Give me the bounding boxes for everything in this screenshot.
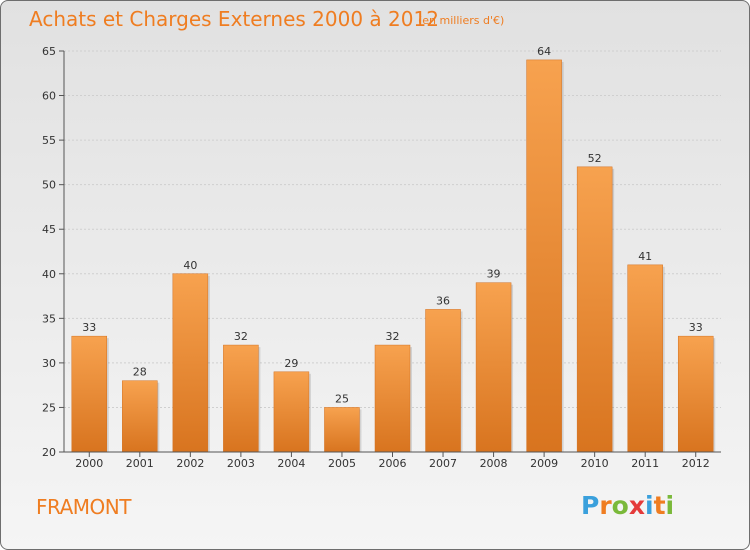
x-tick-label: 2002 [176,457,204,470]
x-tick-label: 2012 [682,457,710,470]
y-tick-label: 45 [42,223,56,236]
bar-value-label: 28 [133,366,147,379]
y-tick-label: 20 [42,446,56,459]
y-tick-label: 40 [42,268,56,281]
bar-value-label: 64 [537,45,551,58]
bar [273,371,310,453]
y-tick-label: 65 [42,45,56,58]
bar-value-label: 39 [487,268,501,281]
bar-value-label: 52 [588,152,602,165]
commune-name: FRAMONT [36,495,131,519]
x-tick-label: 2008 [480,457,508,470]
bar-value-label: 32 [234,330,248,343]
x-tick-label: 2000 [75,457,103,470]
x-tick-label: 2011 [631,457,659,470]
y-tick-label: 35 [42,312,56,325]
logo-letter: x [628,491,645,520]
bar [677,335,714,453]
bar-value-label: 25 [335,392,349,405]
bar [223,344,259,453]
proxiti-logo: Proxiti [581,491,674,520]
x-tick-label: 2010 [581,457,609,470]
bar [425,309,461,453]
x-tick-label: 2009 [530,457,558,470]
x-tick-label: 2004 [277,457,305,470]
bar [71,335,108,453]
bar-value-label: 29 [284,357,298,370]
x-tick-label: 2005 [328,457,356,470]
logo-letter: t [653,491,666,520]
bar [576,166,613,453]
y-tick-label: 25 [42,401,56,414]
bar [172,273,209,453]
logo-letter: i [645,491,654,520]
logo-letter: P [581,491,600,520]
bar [324,407,360,453]
logo-letter: r [599,491,612,520]
bar-value-label: 33 [82,321,96,334]
logo-letter: o [611,491,629,520]
bar [374,344,411,453]
y-tick-label: 55 [42,134,56,147]
bar [526,59,562,453]
bar-value-label: 41 [638,250,652,263]
bar-value-label: 32 [386,330,400,343]
x-tick-label: 2003 [227,457,255,470]
bar [475,282,512,453]
y-tick-label: 30 [42,357,56,370]
chart-unit: (en milliers d'€) [418,14,505,27]
bar-value-label: 40 [183,259,197,272]
bar-value-label: 33 [689,321,703,334]
y-tick-label: 60 [42,90,56,103]
bar [122,380,158,453]
bar [627,264,663,453]
y-tick-label: 50 [42,179,56,192]
logo-letter: i [665,491,675,520]
x-tick-label: 2007 [429,457,457,470]
x-tick-label: 2001 [126,457,154,470]
bar-value-label: 36 [436,294,450,307]
x-tick-label: 2006 [379,457,407,470]
chart-title: Achats et Charges Externes 2000 à 2012 [29,7,439,31]
